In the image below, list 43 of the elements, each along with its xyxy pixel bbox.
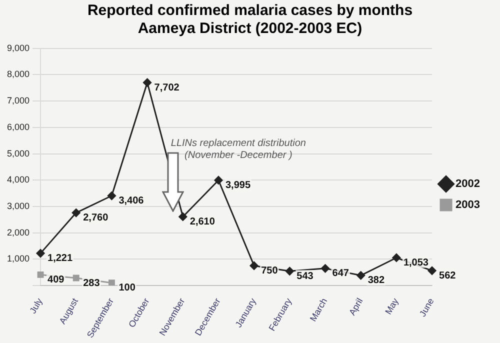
point xyxy=(428,266,436,275)
chart-title: Reported confirmed malaria cases by months Aameya District (2002-2003 EC) xyxy=(86,2,414,38)
data-label: 3,406 xyxy=(118,196,144,207)
point xyxy=(36,249,45,258)
point xyxy=(108,280,115,286)
data-label: 2,610 xyxy=(190,216,216,228)
text: 1,000 xyxy=(6,254,30,264)
data-label: 7,702 xyxy=(154,82,180,94)
point xyxy=(285,266,294,276)
point xyxy=(392,253,401,262)
text: 3,000 xyxy=(6,200,30,211)
point xyxy=(214,176,223,184)
point xyxy=(250,261,258,270)
data-label: 1,053 xyxy=(403,257,429,268)
point xyxy=(72,274,80,282)
text: 9,000 xyxy=(6,42,30,53)
data-label: 100 xyxy=(118,282,136,294)
legend-label: 2003 xyxy=(456,199,480,212)
data-label: 543 xyxy=(296,270,314,282)
point xyxy=(107,192,116,200)
data-label: 3,995 xyxy=(225,180,251,191)
text: 5,000 xyxy=(6,148,30,158)
point xyxy=(178,212,188,221)
data-label: 409 xyxy=(48,274,65,286)
annotation: LLINs replacement distribution (November -December ) xyxy=(170,138,306,162)
legend-label: 2002 xyxy=(456,178,480,190)
data-label: 283 xyxy=(83,278,100,289)
data-label: 1,221 xyxy=(48,253,73,264)
text: 8,000 xyxy=(6,69,30,80)
text: 6,000 xyxy=(6,122,30,132)
point xyxy=(72,208,80,218)
point xyxy=(321,264,330,273)
point xyxy=(356,271,366,280)
data-label: 750 xyxy=(261,265,278,276)
text: 4,000 xyxy=(6,174,30,185)
data-label: 562 xyxy=(439,270,456,282)
text: 7,000 xyxy=(6,96,30,106)
point xyxy=(37,271,44,278)
point xyxy=(143,78,152,87)
data-label: 382 xyxy=(368,275,385,286)
data-label: 2,760 xyxy=(83,212,109,224)
text: 2,000 xyxy=(6,227,30,238)
data-label: 647 xyxy=(332,268,350,280)
